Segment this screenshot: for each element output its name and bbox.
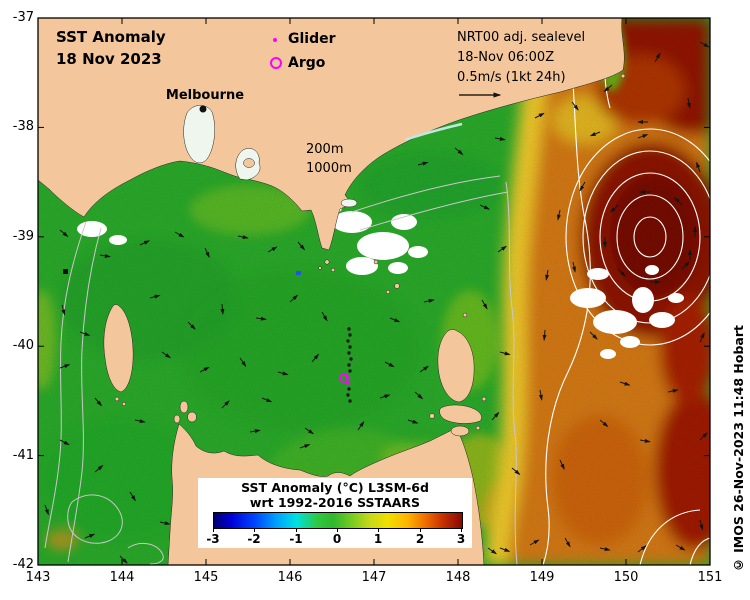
argo-float-marker	[339, 373, 349, 383]
colorbar-tick-label: 0	[332, 532, 342, 546]
french-island	[243, 158, 255, 168]
colorbar-tick-mark	[420, 528, 421, 532]
x-axis-tick-label: 148	[445, 570, 471, 585]
gippsland-lakes	[404, 122, 463, 142]
x-axis-tick-label: 147	[361, 570, 387, 585]
cape-barren-island	[439, 404, 482, 424]
colorbar-panel: SST Anomaly (°C) L3SM-6d wrt 1992-2016 S…	[198, 478, 472, 548]
x-axis-tick-label: 149	[529, 570, 555, 585]
info-scale-line: 0.5m/s (1kt 24h)	[457, 70, 566, 85]
legend-argo-label: Argo	[288, 55, 326, 71]
colorbar-tick-mark	[213, 528, 214, 532]
colorbar-tick-mark	[337, 528, 338, 532]
colorbar-title-line1: SST Anomaly (°C) L3SM-6d	[241, 480, 429, 495]
x-axis-tick-label: 151	[697, 570, 723, 585]
colorbar-tick-label: 1	[373, 532, 383, 546]
colorbar-gradient	[213, 512, 463, 529]
colorbar-tick-label: -3	[206, 532, 220, 546]
flinders-island	[437, 329, 475, 403]
x-axis-tick-label: 143	[25, 570, 51, 585]
colorbar-tick-label: -2	[247, 532, 261, 546]
contour-label-1000m: 1000m	[306, 161, 352, 176]
colorbar-tick-label: 3	[456, 532, 466, 546]
imos-credit-text: © IMOS 26-Nov-2023 11:48 Hobart	[731, 324, 746, 572]
glider-track-dots	[345, 327, 353, 403]
melbourne-city-marker	[199, 105, 207, 113]
colorbar-tick-mark	[378, 528, 379, 532]
islands	[103, 73, 626, 437]
map-title-line1: SST Anomaly	[56, 28, 166, 46]
melbourne-label: Melbourne	[165, 88, 245, 103]
king-island	[103, 304, 134, 393]
x-axis-tick-label: 150	[613, 570, 639, 585]
map-title-line2: 18 Nov 2023	[56, 50, 162, 68]
y-axis-tick-label: -40	[12, 338, 34, 353]
cool-pixel-speck	[296, 271, 301, 275]
colorbar-tick-label: -1	[289, 532, 303, 546]
argo-legend-circle-icon	[270, 57, 282, 69]
plot-frame	[37, 17, 711, 566]
sealevel-contours	[542, 18, 710, 565]
current-vector-arrows	[44, 41, 710, 564]
colorbar-tick-label: 2	[415, 532, 425, 546]
y-axis-tick-label: -41	[12, 448, 34, 463]
y-axis-tick-label: -37	[12, 10, 34, 25]
x-axis-tick-label: 145	[193, 570, 219, 585]
colorbar-tick-mark	[296, 528, 297, 532]
y-axis-tick-label: -39	[12, 229, 34, 244]
port-phillip-bay	[183, 105, 215, 164]
glider-legend-dot-icon	[273, 38, 277, 42]
bays	[183, 105, 358, 208]
colorbar-title-line2: wrt 1992-2016 SSTAARS	[249, 495, 421, 510]
corner-inlet-flats	[340, 198, 358, 208]
mooring-marker	[63, 269, 68, 274]
x-axis-tick-label: 146	[277, 570, 303, 585]
mainland-victoria-coast	[38, 18, 625, 251]
bathymetry-contours	[44, 175, 518, 565]
legend-glider-label: Glider	[288, 31, 336, 47]
colorbar-tick-mark	[461, 528, 462, 532]
colorbar-tick-mark	[254, 528, 255, 532]
info-product-line: NRT00 adj. sealevel	[457, 30, 586, 45]
x-axis-tick-label: 144	[109, 570, 135, 585]
info-datetime-line: 18-Nov 06:00Z	[457, 50, 555, 65]
y-axis-tick-label: -42	[12, 557, 34, 572]
contour-label-200m: 200m	[306, 142, 344, 157]
y-axis-tick-label: -38	[12, 119, 34, 134]
